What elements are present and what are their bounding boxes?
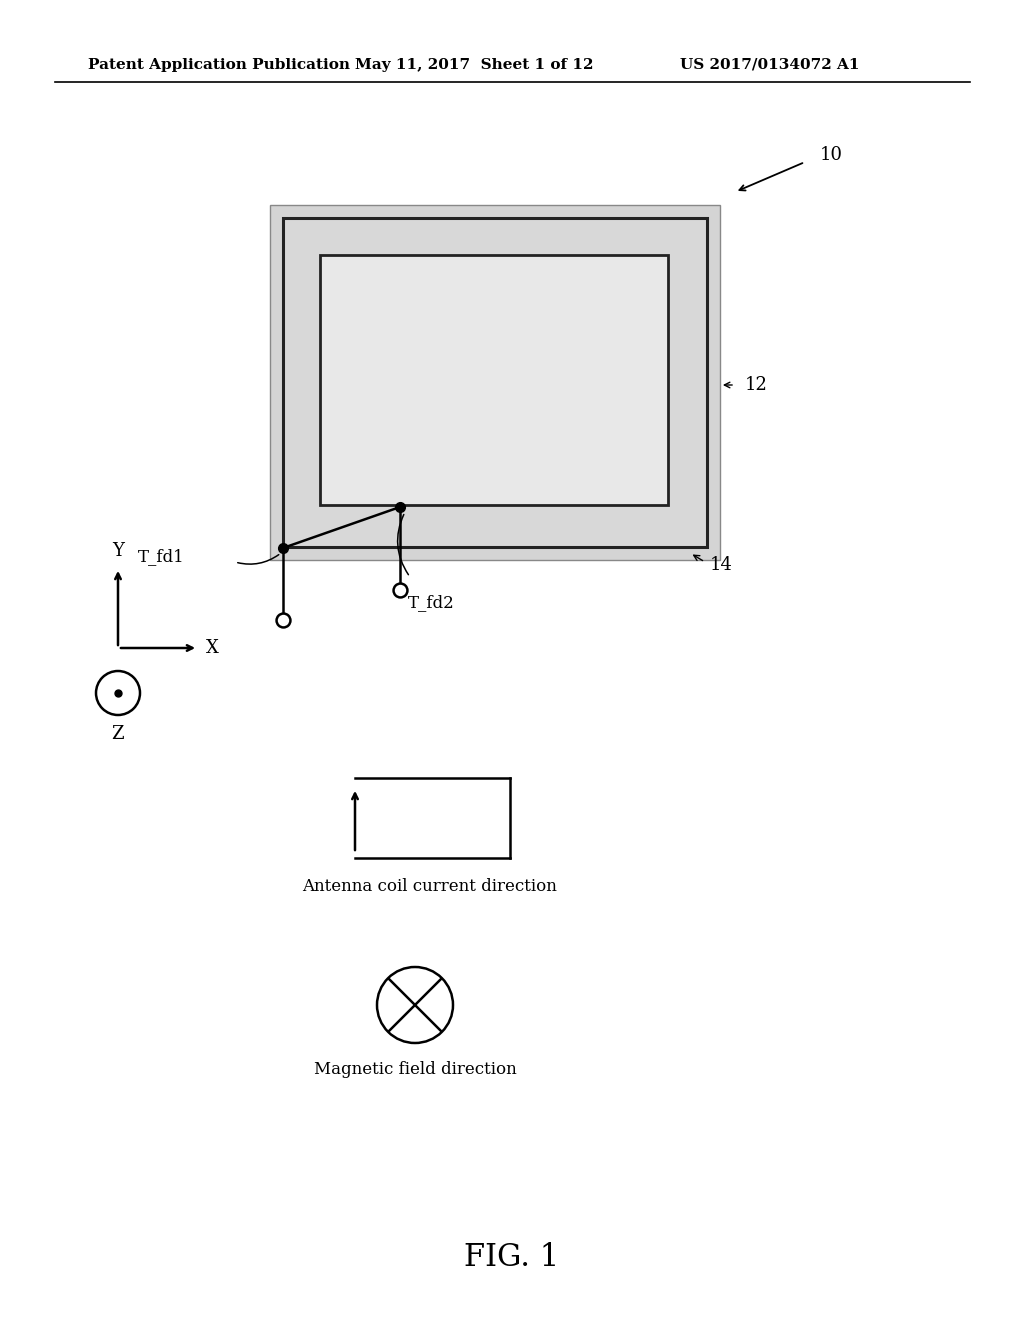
Text: T_fd2: T_fd2: [408, 594, 455, 611]
Text: US 2017/0134072 A1: US 2017/0134072 A1: [680, 58, 859, 73]
Text: Magnetic field direction: Magnetic field direction: [313, 1061, 516, 1078]
Bar: [283, 218, 707, 546]
Text: T_fd1: T_fd1: [138, 549, 184, 565]
Text: 14: 14: [710, 556, 733, 574]
Text: 12: 12: [745, 376, 768, 393]
Text: X: X: [206, 639, 219, 657]
Text: Y: Y: [112, 543, 124, 560]
Text: Z: Z: [112, 725, 124, 743]
Bar: [270, 205, 720, 560]
Text: May 11, 2017  Sheet 1 of 12: May 11, 2017 Sheet 1 of 12: [355, 58, 594, 73]
Bar: [319, 255, 668, 506]
Text: Antenna coil current direction: Antenna coil current direction: [302, 878, 557, 895]
Text: Patent Application Publication: Patent Application Publication: [88, 58, 350, 73]
Text: 10: 10: [820, 147, 843, 164]
Text: FIG. 1: FIG. 1: [464, 1242, 560, 1274]
